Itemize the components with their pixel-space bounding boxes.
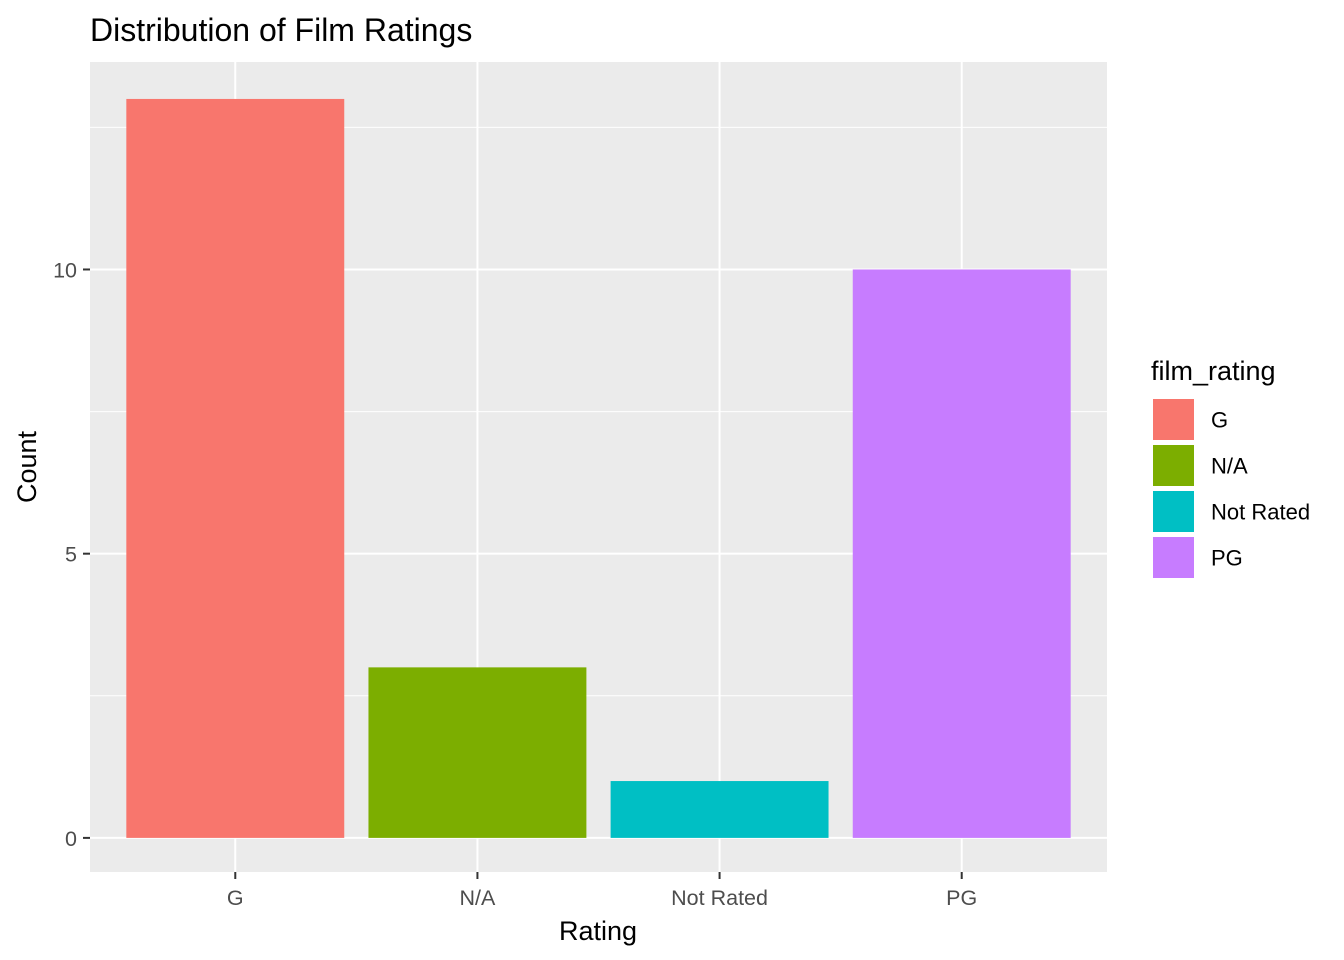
y-axis: 0 5 10 (53, 258, 90, 851)
x-axis-title: Rating (559, 916, 637, 946)
legend-key-label: N/A (1211, 454, 1248, 479)
legend-key-label: Not Rated (1211, 500, 1310, 525)
bar-pg (852, 269, 1071, 838)
bar-n-a (368, 667, 587, 838)
legend-key-swatch (1151, 535, 1196, 580)
legend-key-swatch (1151, 489, 1196, 534)
y-tick-label: 5 (65, 543, 77, 567)
x-tick-label: N/A (460, 886, 497, 910)
bars-group (126, 98, 1071, 838)
bar-not-rated (610, 781, 829, 838)
legend-title: film_rating (1151, 356, 1276, 386)
x-tick-label: Not Rated (671, 886, 768, 910)
legend-key-swatch (1151, 397, 1196, 442)
y-tick-label: 0 (65, 827, 77, 851)
legend-key-label: G (1211, 408, 1228, 433)
y-axis-title: Count (12, 430, 42, 503)
bar-g (126, 98, 345, 838)
legend-key-swatch (1151, 443, 1196, 488)
x-tick-label: PG (946, 886, 977, 910)
x-axis: G N/A Not Rated PG (227, 872, 977, 910)
y-tick-label: 10 (53, 258, 77, 282)
legend-key-label: PG (1211, 546, 1243, 571)
x-tick-label: G (227, 886, 244, 910)
legend: film_rating G N/A Not Rated PG (1151, 356, 1310, 580)
chart-title: Distribution of Film Ratings (90, 12, 472, 48)
legend-items: G N/A Not Rated PG (1151, 397, 1310, 580)
